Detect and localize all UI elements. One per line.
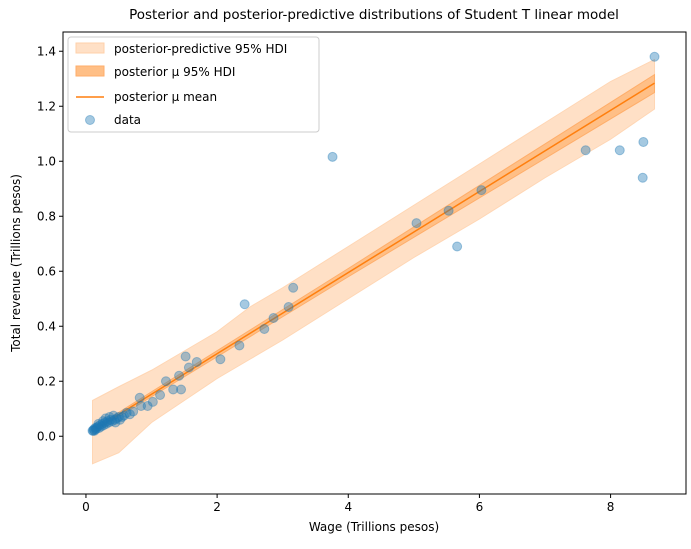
y-tick-label: 0.4 (37, 319, 56, 333)
data-point (101, 418, 112, 429)
legend: posterior-predictive 95% HDI posterior μ… (67, 36, 320, 133)
data-point (580, 145, 591, 156)
data-point (180, 351, 191, 362)
legend-swatch-predictive (75, 42, 105, 54)
axes-frame (62, 31, 687, 495)
legend-label-data: data (114, 113, 141, 127)
data-point (136, 401, 147, 411)
axis-ticks: 0 2 4 6 8 0.0 0.2 0.4 0.6 0.8 1.0 1.2 1.4 (37, 44, 614, 514)
data-point (118, 410, 129, 421)
data-point (94, 423, 105, 433)
data-point (215, 354, 226, 365)
data-point (104, 412, 115, 422)
plot-area (87, 51, 660, 465)
x-axis-label: Wage (Trillions pesos) (309, 520, 439, 534)
data-point (142, 401, 153, 411)
data-point (183, 362, 194, 373)
data-point (98, 420, 109, 431)
mu-mean-line (92, 82, 655, 432)
legend-label-mu-mean: posterior μ mean (114, 90, 217, 104)
y-tick-label: 0.2 (37, 374, 56, 388)
legend-swatch-mu-hdi (75, 65, 105, 77)
data-point (176, 384, 187, 395)
y-tick-label: 1.0 (37, 154, 56, 168)
data-point (452, 241, 463, 252)
data-point (117, 412, 128, 422)
data-point (90, 424, 101, 435)
data-point (99, 417, 110, 428)
data-point (268, 313, 279, 323)
data-point (88, 424, 99, 435)
data-point (110, 417, 121, 428)
data-point (259, 324, 270, 334)
data-point (411, 218, 422, 229)
data-point (155, 390, 166, 400)
data-point (134, 392, 145, 403)
data-point (191, 357, 202, 367)
data-point (147, 396, 158, 407)
data-point (108, 410, 119, 421)
data-point (128, 406, 139, 417)
data-point (87, 425, 98, 436)
data-point (124, 409, 135, 420)
x-tick-label: 2 (213, 500, 221, 514)
data-point (174, 370, 185, 381)
data-point (93, 418, 104, 429)
data-point (239, 299, 250, 310)
data-point (90, 423, 101, 433)
y-tick-label: 1.4 (37, 44, 56, 58)
data-point (476, 185, 487, 196)
x-tick-label: 4 (344, 500, 352, 514)
data-point (283, 302, 294, 312)
data-point (638, 137, 649, 147)
data-point (637, 172, 648, 183)
legend-box (67, 36, 320, 133)
x-tick-label: 0 (82, 500, 90, 514)
data-point (97, 418, 108, 429)
data-point (92, 421, 103, 432)
legend-label-predictive: posterior-predictive 95% HDI (114, 42, 287, 56)
y-tick-label: 0.8 (37, 209, 56, 223)
data-point (109, 414, 120, 425)
data-point (98, 416, 109, 427)
data-point (614, 145, 625, 156)
x-tick-label: 6 (476, 500, 484, 514)
data-point (88, 425, 99, 436)
data-point (327, 151, 338, 162)
data-point (234, 340, 245, 351)
chart-title: Posterior and posterior-predictive distr… (129, 7, 619, 23)
legend-swatch-data (85, 115, 95, 125)
data-point (111, 413, 122, 424)
data-point (102, 416, 113, 427)
data-point (121, 407, 132, 418)
data-point (288, 282, 299, 293)
data-point (160, 376, 171, 387)
data-point (115, 414, 126, 425)
y-tick-label: 0.0 (37, 429, 56, 443)
x-tick-label: 8 (607, 500, 615, 514)
data-point (91, 423, 102, 433)
y-tick-label: 0.6 (37, 264, 56, 278)
y-axis-label: Total revenue (Trillions pesos) (9, 174, 23, 353)
data-point (168, 384, 179, 395)
data-point (443, 205, 454, 216)
data-point (107, 416, 118, 427)
legend-label-mu-hdi: posterior μ 95% HDI (114, 65, 235, 79)
data-point (103, 417, 114, 428)
data-point (89, 425, 100, 436)
data-point (94, 420, 105, 431)
data-point (100, 413, 111, 424)
data-point (113, 412, 124, 422)
data-point (649, 51, 660, 62)
data-point (96, 421, 107, 432)
y-tick-label: 1.2 (37, 99, 56, 113)
data-point (105, 414, 116, 425)
